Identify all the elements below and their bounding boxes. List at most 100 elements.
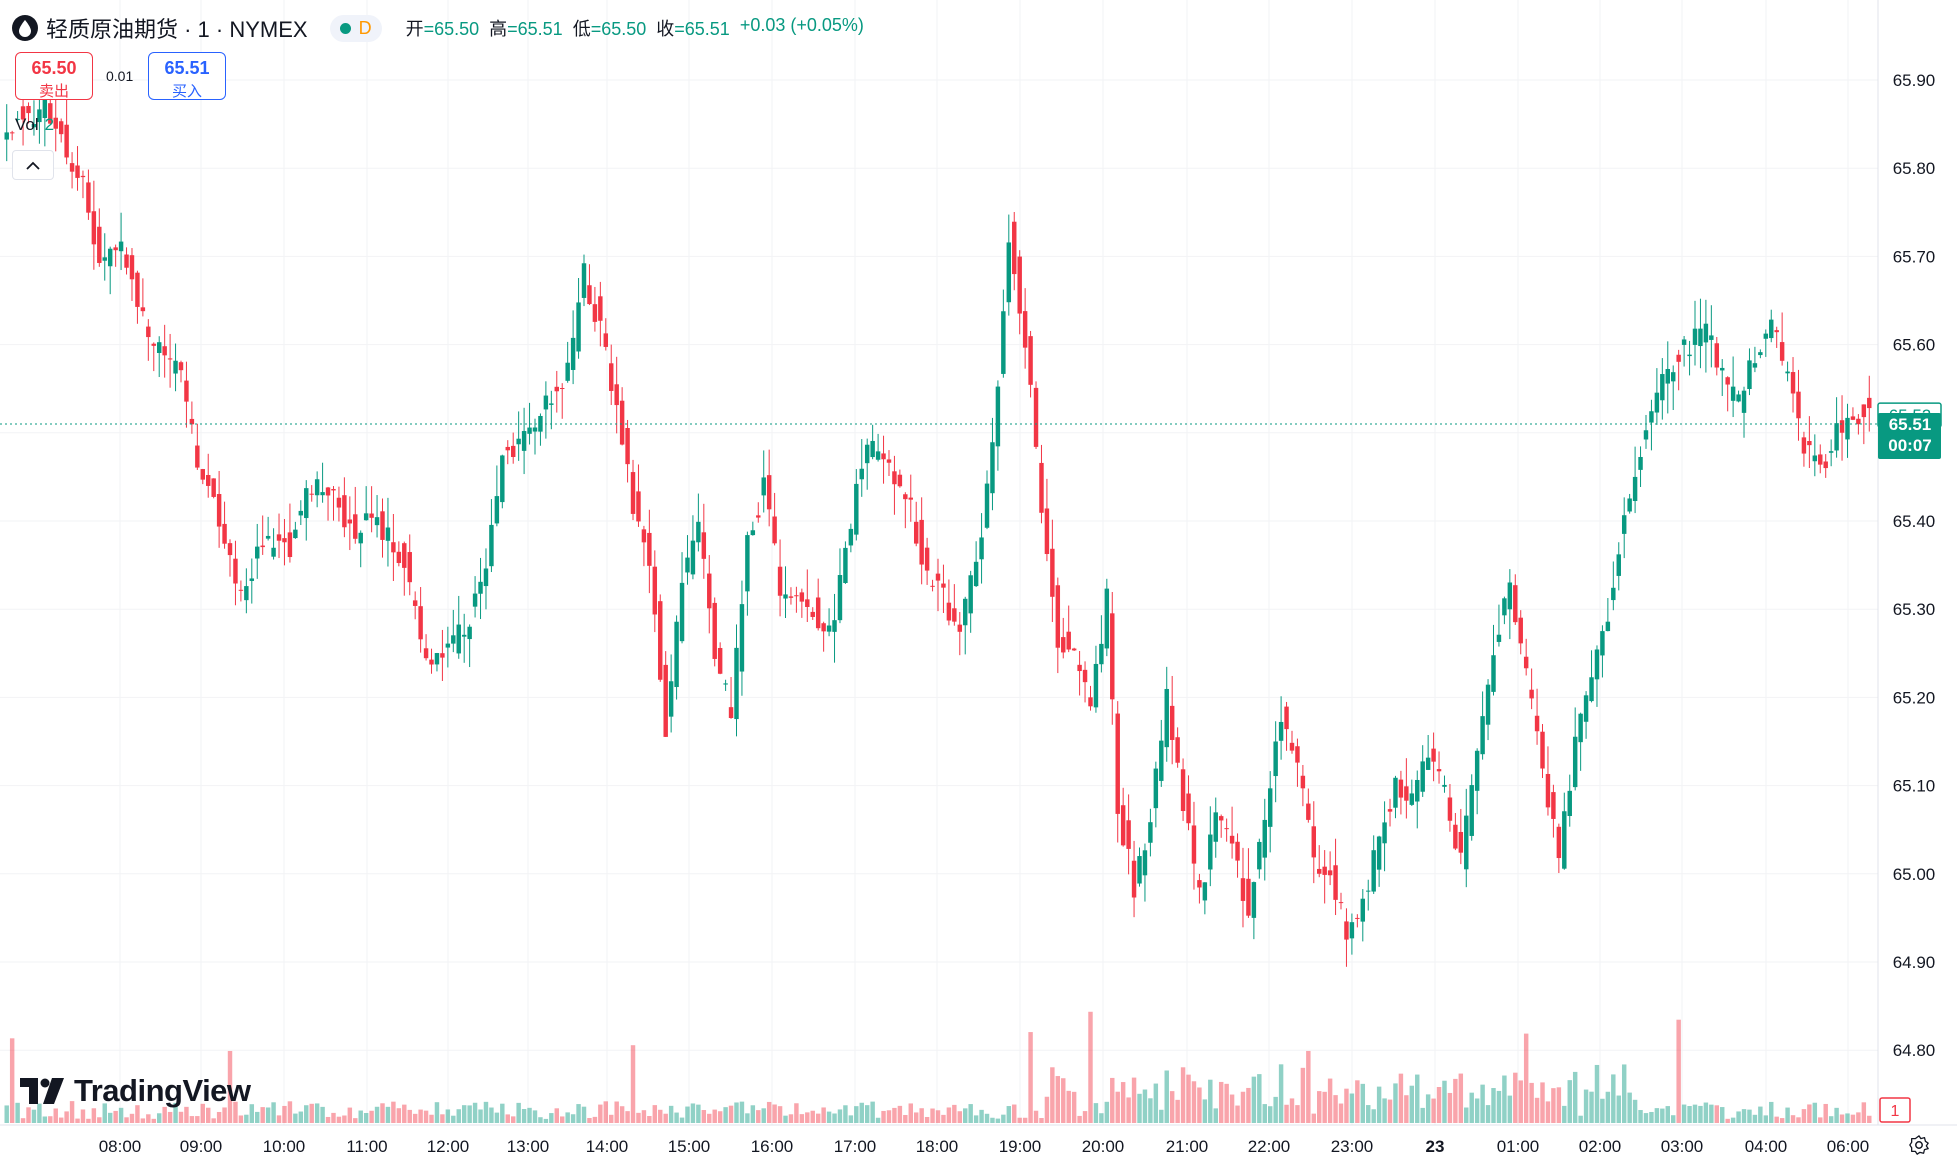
volume-bar <box>1469 1092 1474 1123</box>
volume-bar <box>1088 1011 1093 1123</box>
volume-bar <box>173 1102 178 1123</box>
volume-bar <box>1077 1115 1082 1123</box>
volume-bar <box>1665 1106 1670 1123</box>
volume-bar <box>374 1106 380 1123</box>
volume-bar <box>1513 1072 1518 1123</box>
volume-bar <box>358 1110 363 1123</box>
volume-bar <box>1022 1117 1028 1123</box>
candle-body <box>173 360 178 374</box>
candle-body <box>963 598 968 626</box>
sell-button[interactable]: 65.50 卖出 <box>15 52 93 100</box>
candle-body <box>1632 476 1638 502</box>
chart-settings-button[interactable] <box>1904 1130 1934 1160</box>
candle-body <box>979 537 984 560</box>
candle-body <box>1317 868 1322 874</box>
candle-body <box>647 532 652 566</box>
candle-body <box>919 519 924 565</box>
candle-body <box>1110 613 1115 700</box>
sell-label: 卖出 <box>38 83 69 100</box>
volume-bar <box>1186 1074 1191 1123</box>
volume-bar <box>1278 1064 1284 1123</box>
candle-body <box>1779 342 1785 361</box>
candle-body <box>532 427 538 432</box>
candles <box>4 75 1872 967</box>
buy-button[interactable]: 65.51 买入 <box>148 52 226 100</box>
candle-body <box>1747 360 1752 390</box>
volume-legend[interactable]: Vol 2 <box>15 115 54 135</box>
volume-bar <box>1333 1095 1338 1123</box>
candle-body <box>685 557 690 573</box>
volume-bar <box>124 1117 129 1123</box>
time-tick-label: 03:00 <box>1661 1137 1704 1156</box>
candle-body <box>750 530 756 536</box>
volume-bar <box>783 1115 788 1123</box>
candle-body <box>1311 826 1317 858</box>
volume-bar <box>1061 1078 1066 1123</box>
volume-bar <box>1159 1109 1164 1123</box>
candle-body <box>86 182 91 213</box>
time-axis[interactable]: 08:00 09:00 10:00 11:00 12:00 13:00 14:00 15:00… <box>99 1137 1870 1156</box>
volume-bar <box>151 1118 156 1123</box>
price-axis[interactable]: 65.9065.8065.7065.6065.5065.4065.3065.20… <box>1893 71 1936 1060</box>
volume-bar <box>1605 1091 1611 1123</box>
volume-bar <box>15 1102 20 1123</box>
volume-bar <box>31 1109 37 1123</box>
candle-body <box>821 623 826 632</box>
candle-body <box>1807 441 1812 446</box>
volume-bar <box>1420 1107 1425 1123</box>
volume-bar <box>1523 1033 1529 1123</box>
candle-body <box>734 647 739 720</box>
volume-bar <box>1099 1113 1104 1123</box>
volume-bar <box>1643 1113 1649 1123</box>
candle-body <box>1616 554 1621 576</box>
candle-body <box>385 527 391 541</box>
candle-body <box>434 653 440 665</box>
candle-body <box>342 495 347 528</box>
collapse-legend-button[interactable] <box>12 150 54 180</box>
candle-body <box>1649 411 1654 423</box>
candle-body <box>756 515 761 518</box>
candle-body <box>1415 779 1420 802</box>
drop-logo-icon[interactable] <box>12 15 38 41</box>
symbol-title[interactable]: 轻质原油期货 · 1 · NYMEX <box>46 17 308 42</box>
candle-body <box>1093 663 1099 708</box>
volume-bar <box>189 1116 195 1123</box>
volume-bar <box>140 1118 146 1123</box>
tradingview-logo[interactable]: TradingView <box>20 1073 251 1109</box>
candle-body <box>674 621 679 688</box>
volume-bar <box>707 1113 712 1123</box>
candle-body <box>260 545 265 548</box>
market-status-badge[interactable]: D <box>329 14 382 42</box>
volume-bar <box>1164 1070 1169 1123</box>
volume-bar <box>1507 1095 1513 1123</box>
volume-bar <box>1621 1064 1627 1123</box>
volume-bar <box>696 1104 701 1123</box>
volume-bar <box>848 1115 854 1123</box>
volume-bar <box>1376 1086 1382 1123</box>
candle-body <box>1801 437 1807 454</box>
candle-body <box>1621 515 1627 534</box>
candle-body <box>1115 713 1120 814</box>
volume-bar <box>1371 1109 1376 1123</box>
volume-bar <box>1148 1098 1153 1123</box>
volume-bar <box>1355 1080 1360 1123</box>
volume-bar <box>1006 1106 1012 1123</box>
candle-body <box>1709 335 1714 340</box>
candle-body <box>1600 631 1605 656</box>
candle-body <box>1638 456 1643 470</box>
candle-body <box>728 707 734 719</box>
candle-body <box>1611 587 1616 601</box>
candle-body <box>897 474 903 487</box>
volume-bar <box>734 1102 739 1123</box>
candle-body <box>1044 508 1050 555</box>
volume-bar <box>892 1107 897 1123</box>
candle-body <box>1812 455 1818 462</box>
candle-body <box>304 488 309 519</box>
candle-body <box>1594 649 1600 680</box>
volume-bar <box>712 1109 717 1123</box>
volume-bar <box>1567 1080 1572 1123</box>
volume-bar <box>1540 1082 1545 1123</box>
candle-body <box>1278 721 1284 741</box>
candle-body <box>554 386 559 392</box>
